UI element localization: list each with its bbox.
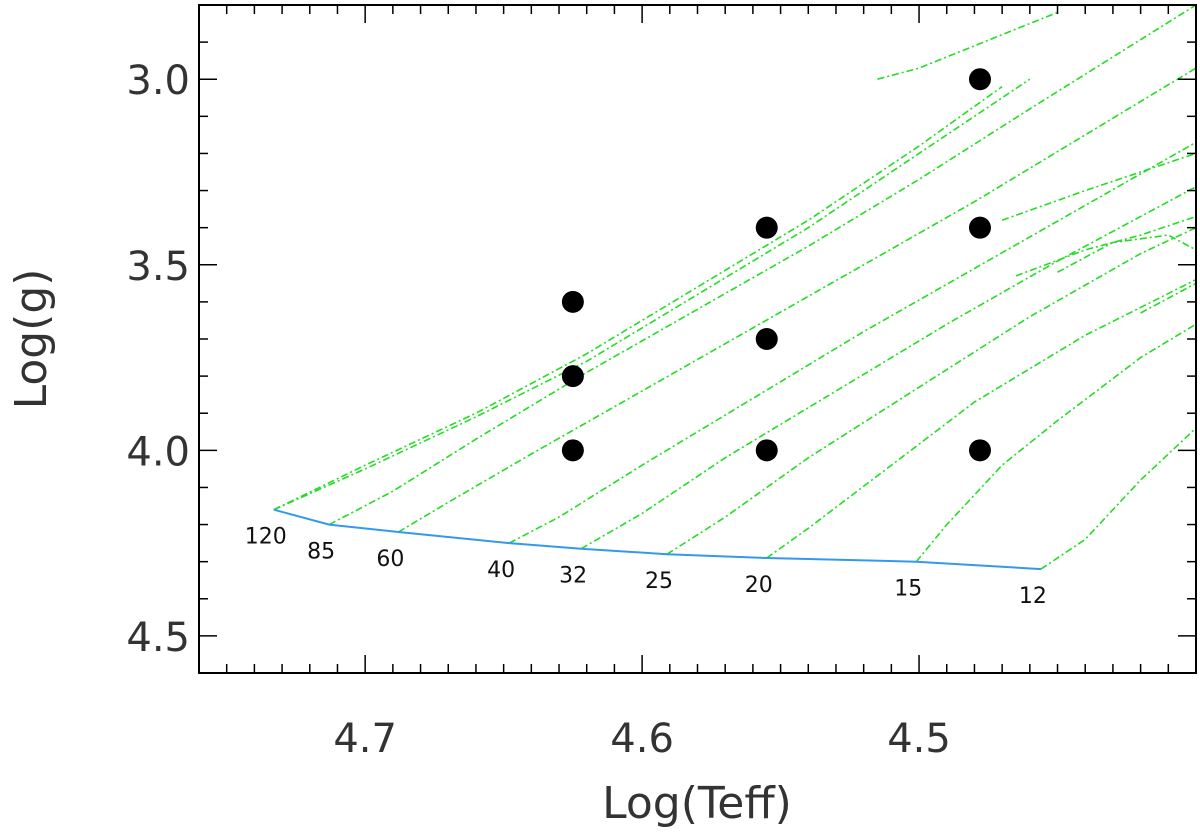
x-axis-ticks: 4.7 4.6 4.5 bbox=[198, 5, 1197, 762]
x-tick-label: 4.5 bbox=[887, 716, 951, 762]
zams-line bbox=[273, 508, 1041, 571]
mass-label-32: 32 bbox=[559, 564, 587, 589]
evolution-track-4 bbox=[397, 67, 1196, 533]
evolution-track-9 bbox=[915, 323, 1196, 563]
evolution-track-3 bbox=[328, 5, 1196, 526]
data-point-9 bbox=[968, 439, 991, 462]
mass-label-85: 85 bbox=[307, 540, 335, 565]
mass-label-60: 60 bbox=[376, 547, 404, 572]
evolution-track-1 bbox=[273, 85, 1003, 511]
data-point-2 bbox=[755, 216, 778, 239]
y-axis-title: Log(g) bbox=[6, 269, 57, 410]
evolution-track-5 bbox=[508, 141, 1196, 544]
mass-label-20: 20 bbox=[745, 573, 773, 598]
evolution-track-7 bbox=[666, 226, 1196, 555]
evolution-track-11 bbox=[877, 11, 1058, 80]
mass-label-40: 40 bbox=[487, 558, 515, 583]
evolution-track-8 bbox=[766, 278, 1196, 559]
evolution-track-15 bbox=[1140, 282, 1196, 314]
mass-label-120: 120 bbox=[245, 525, 287, 550]
mass-labels: 120 85 60 40 32 25 20 15 12 bbox=[245, 525, 1047, 609]
mass-label-12: 12 bbox=[1019, 584, 1047, 609]
evolution-track-13 bbox=[1015, 215, 1196, 277]
data-point-8 bbox=[755, 439, 778, 462]
x-tick-label: 4.6 bbox=[610, 716, 674, 762]
evolution-track-10 bbox=[1040, 427, 1196, 570]
data-point-7 bbox=[561, 439, 584, 462]
data-point-6 bbox=[561, 365, 584, 388]
mass-label-25: 25 bbox=[645, 569, 673, 594]
data-point-1 bbox=[968, 68, 991, 91]
evolution-track-2 bbox=[273, 78, 1031, 511]
y-tick-label: 4.5 bbox=[126, 615, 190, 661]
data-points bbox=[561, 68, 991, 462]
evolution-track-6 bbox=[580, 186, 1196, 550]
plot-frame bbox=[198, 4, 1197, 674]
data-point-4 bbox=[561, 290, 584, 313]
y-axis-ticks: 3.0 3.5 4.0 4.5 bbox=[126, 4, 1196, 674]
mass-label-15: 15 bbox=[894, 577, 922, 602]
evolutionary-tracks bbox=[273, 5, 1196, 570]
zams-line-group bbox=[273, 508, 1041, 571]
y-tick-label: 4.0 bbox=[126, 429, 190, 475]
evolution-track-12 bbox=[1001, 152, 1196, 221]
x-axis-title: Log(Teff) bbox=[602, 778, 792, 829]
x-tick-label: 4.7 bbox=[333, 716, 397, 762]
data-point-5 bbox=[755, 328, 778, 350]
y-tick-label: 3.0 bbox=[126, 58, 190, 104]
data-point-3 bbox=[968, 216, 991, 239]
evolution-track-14 bbox=[1057, 234, 1196, 273]
y-tick-label: 3.5 bbox=[126, 244, 190, 290]
